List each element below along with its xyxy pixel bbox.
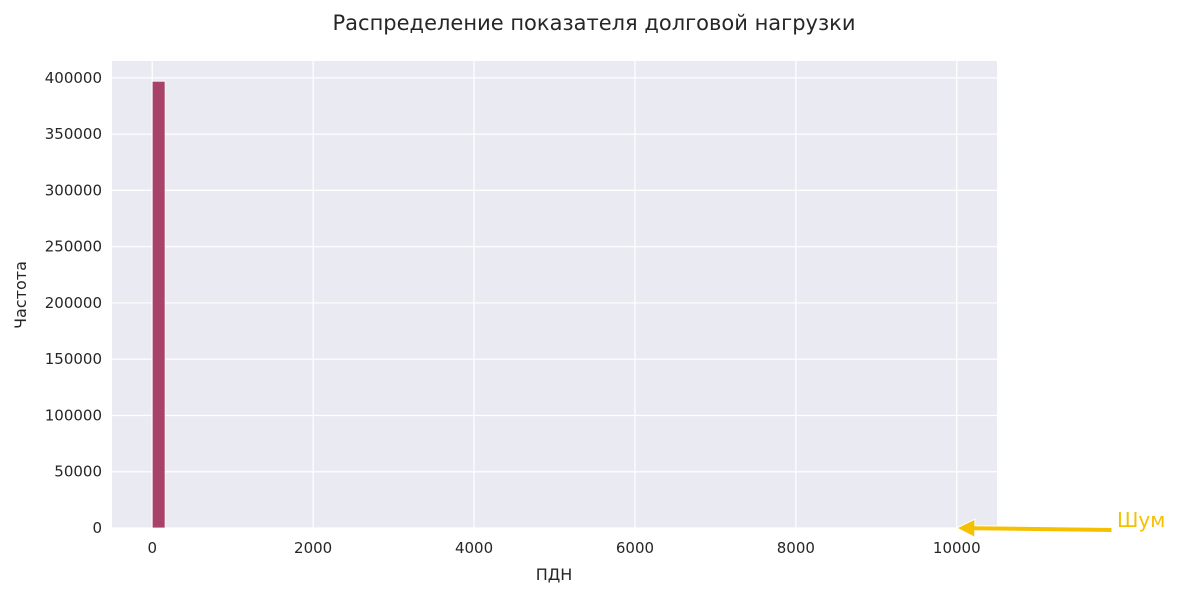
x-tick-label: 4000 (455, 539, 493, 557)
y-tick-label: 250000 (45, 238, 102, 256)
x-tick-label: 8000 (777, 539, 815, 557)
x-axis-ticks: 0 2000 4000 6000 8000 10000 (147, 539, 980, 557)
bars (151, 80, 166, 529)
plot-area (112, 61, 997, 528)
y-tick-label: 400000 (45, 69, 102, 87)
x-tick-label: 0 (147, 539, 157, 557)
histogram-bar (151, 80, 166, 529)
annotation-text: Шум (1117, 508, 1165, 532)
grid-lines (112, 61, 997, 529)
y-tick-label: 350000 (45, 125, 102, 143)
y-tick-label: 150000 (45, 350, 102, 368)
y-tick-label: 0 (92, 519, 102, 537)
annotation-arrow-icon (955, 518, 1113, 539)
y-axis-label: Частота (11, 261, 30, 329)
y-tick-label: 200000 (45, 294, 102, 312)
annotation: Шум (955, 508, 1165, 539)
y-tick-label: 100000 (45, 406, 102, 424)
y-tick-label: 50000 (54, 463, 102, 481)
x-tick-label: 2000 (294, 539, 332, 557)
y-tick-label: 300000 (45, 181, 102, 199)
chart-title: Распределение показателя долговой нагруз… (333, 11, 856, 35)
x-axis-label: ПДН (536, 565, 573, 584)
x-tick-label: 10000 (933, 539, 981, 557)
y-axis-ticks: 0 50000 100000 150000 200000 250000 300000 3500… (45, 69, 102, 537)
x-tick-label: 6000 (616, 539, 654, 557)
